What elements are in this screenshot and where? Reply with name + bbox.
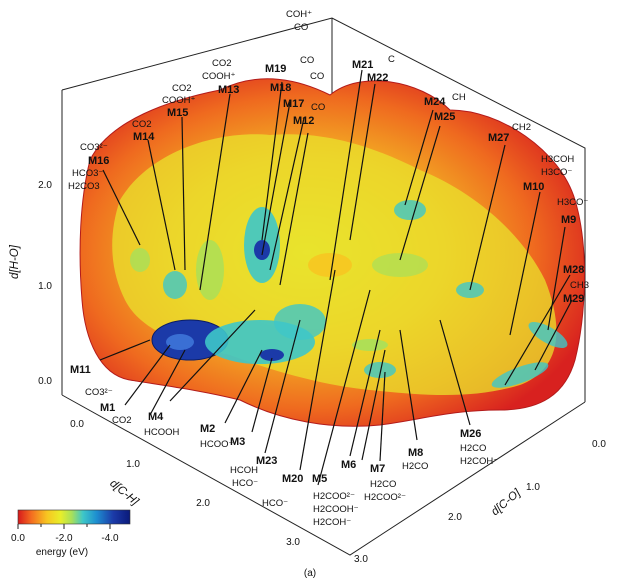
- minimum-label: M9: [561, 214, 576, 226]
- z-axis-label: d[H-O]: [9, 244, 21, 279]
- minimum-label: M1: [100, 402, 115, 414]
- species-label: CO: [310, 71, 324, 82]
- z-axis: d[H-O] 0.0 1.0 2.0: [9, 180, 52, 387]
- species-label: H2COH⁻: [460, 456, 498, 467]
- minimum-label: M10: [523, 181, 544, 193]
- minimum-label: M24: [424, 96, 446, 108]
- species-label: COOH⁺: [162, 95, 196, 106]
- x-tick: 0.0: [70, 419, 84, 430]
- minimum-label: M12: [293, 115, 314, 127]
- minimum-label: M28: [563, 264, 584, 276]
- minimum-label: M23: [256, 455, 277, 467]
- minimum-label: M11: [70, 364, 91, 376]
- y-tick: 3.0: [354, 554, 368, 565]
- species-label: C: [388, 54, 395, 65]
- minimum-label: M25: [434, 111, 455, 123]
- species-label: H3CO⁻: [541, 167, 572, 178]
- species-label: CO: [311, 102, 325, 113]
- axes-box: [61, 17, 586, 556]
- figure-caption: (a): [304, 568, 316, 579]
- minimum-label: M5: [312, 473, 327, 485]
- species-label: HCOOH: [144, 427, 180, 438]
- minimum-label: M29: [563, 293, 584, 305]
- species-label: HCO3⁻: [72, 168, 103, 179]
- y-tick: 2.0: [448, 512, 462, 523]
- x-tick: 3.0: [286, 537, 300, 548]
- species-label: H2CO: [402, 461, 428, 472]
- minimum-label: M7: [370, 463, 385, 475]
- minimum-label: M4: [148, 411, 164, 423]
- x-axis: d[C-H] 0.0 1.0 2.0 3.0: [70, 419, 300, 548]
- minimum-label: M13: [218, 84, 239, 96]
- minimum-label: M19: [265, 63, 286, 75]
- minimum-label: M21: [352, 59, 373, 71]
- x-axis-label: d[C-H]: [107, 477, 141, 508]
- colorbar-tick: 0.0: [11, 533, 25, 544]
- minimum-label: M8: [408, 447, 423, 459]
- z-tick: 0.0: [38, 376, 52, 387]
- minimum-label: M26: [460, 428, 481, 440]
- species-label: CH3: [570, 280, 589, 291]
- species-label: H3CO⁻: [557, 197, 588, 208]
- species-label: H2COO²⁻: [364, 492, 406, 503]
- y-axis-label: d[C-O]: [489, 487, 523, 518]
- minimum-label: M22: [367, 72, 388, 84]
- species-label: CO: [300, 55, 314, 66]
- z-tick: 2.0: [38, 180, 52, 191]
- species-label: CO2: [112, 415, 132, 426]
- colorbar-gradient: [17, 509, 131, 525]
- energy-surface: [79, 78, 585, 427]
- minimum-labels-bottom: M11 M1 CO3²⁻ CO2 M4 HCOOH M2 HCOO⁻ M3 HC…: [70, 364, 498, 528]
- species-label: HCO⁻: [232, 478, 258, 489]
- x-tick: 1.0: [126, 459, 140, 470]
- species-label: H2CO: [370, 479, 396, 490]
- leader-lines: [99, 69, 573, 486]
- species-label: H3COH: [541, 154, 574, 165]
- species-label: H2COO²⁻: [313, 491, 355, 502]
- minimum-label: M3: [230, 436, 245, 448]
- colorbar: 0.0 -2.0 -4.0 energy (eV): [11, 509, 131, 558]
- minimum-label: M6: [341, 459, 356, 471]
- z-tick: 1.0: [38, 281, 52, 292]
- species-label: H2COOH⁻: [313, 504, 359, 515]
- species-label: CO3²⁻: [80, 142, 108, 153]
- minimum-label: M18: [270, 82, 291, 94]
- species-label: COH⁺: [286, 9, 312, 20]
- minimum-label: M27: [488, 132, 509, 144]
- species-label: CH: [452, 92, 466, 103]
- minimum-label: M17: [283, 98, 304, 110]
- minimum-labels: CO3²⁻ M16 HCO3⁻ H2CO3 CO2 M14 CO2 COOH⁺ …: [68, 9, 589, 305]
- species-label: CO2: [212, 58, 232, 69]
- species-label: HCOO⁻: [200, 439, 234, 450]
- species-label: H2COH⁻: [313, 517, 351, 528]
- species-label: HCOH: [230, 465, 258, 476]
- minimum-label: M16: [88, 155, 109, 167]
- y-tick: 1.0: [526, 482, 540, 493]
- minimum-label: M14: [133, 131, 155, 143]
- species-label: CO: [294, 22, 308, 33]
- species-label: H2CO: [460, 443, 486, 454]
- species-label: COOH⁺: [202, 71, 236, 82]
- colorbar-label: energy (eV): [36, 547, 88, 558]
- minimum-label: M20: [282, 473, 303, 485]
- x-tick: 2.0: [196, 498, 210, 509]
- colorbar-tick: -4.0: [101, 533, 119, 544]
- species-label: CO2: [132, 119, 152, 130]
- y-tick: 0.0: [592, 439, 606, 450]
- species-label: CH2: [512, 122, 531, 133]
- colorbar-tick: -2.0: [55, 533, 73, 544]
- minimum-label: M2: [200, 423, 215, 435]
- species-label: CO3²⁻: [85, 387, 113, 398]
- species-label: HCO⁻: [262, 498, 288, 509]
- minimum-label: M15: [167, 107, 188, 119]
- species-label: H2CO3: [68, 181, 100, 192]
- species-label: CO2: [172, 83, 192, 94]
